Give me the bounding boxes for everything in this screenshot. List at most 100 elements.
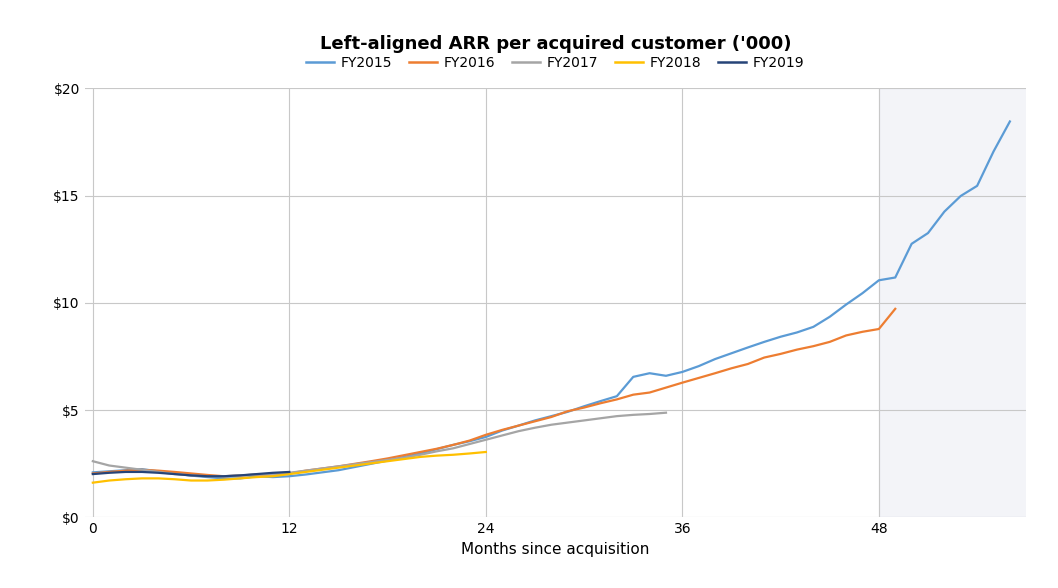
- FY2016: [168, 469, 181, 476]
- FY2016: [774, 350, 787, 358]
- FY2016: [790, 346, 803, 353]
- FY2016: [758, 354, 770, 361]
- FY2016: [676, 379, 689, 386]
- FY2016: [365, 457, 378, 465]
- Line: FY2016: FY2016: [93, 309, 895, 476]
- FY2015: [725, 350, 737, 357]
- FY2016: [807, 343, 820, 350]
- FY2016: [135, 466, 148, 473]
- FY2018: [446, 451, 459, 458]
- FY2017: [643, 410, 656, 417]
- FY2017: [135, 466, 148, 473]
- FY2016: [643, 389, 656, 396]
- FY2017: [545, 421, 558, 428]
- FY2018: [201, 477, 214, 484]
- FY2015: [348, 463, 361, 470]
- FY2018: [414, 453, 426, 460]
- FY2018: [282, 470, 295, 477]
- Legend: FY2015, FY2016, FY2017, FY2018, FY2019: FY2015, FY2016, FY2017, FY2018, FY2019: [300, 50, 810, 75]
- FY2016: [463, 437, 476, 444]
- FY2016: [610, 396, 623, 403]
- Title: Left-aligned ARR per acquired customer ('000): Left-aligned ARR per acquired customer (…: [320, 35, 791, 54]
- FY2018: [463, 450, 476, 457]
- FY2016: [595, 400, 607, 407]
- FY2017: [103, 462, 115, 469]
- FY2018: [299, 469, 312, 476]
- FY2015: [87, 469, 99, 476]
- FY2018: [315, 466, 328, 473]
- FY2018: [135, 475, 148, 482]
- Bar: [879, 88, 1042, 517]
- FY2015: [742, 344, 754, 351]
- FY2016: [840, 332, 853, 339]
- FY2018: [348, 462, 361, 469]
- FY2017: [595, 415, 607, 422]
- FY2017: [446, 445, 459, 452]
- FY2019: [201, 473, 214, 480]
- FY2017: [398, 455, 411, 462]
- FY2019: [120, 469, 132, 476]
- FY2018: [251, 473, 263, 480]
- FY2016: [414, 449, 426, 456]
- FY2017: [627, 412, 640, 419]
- FY2017: [87, 457, 99, 465]
- FY2016: [315, 465, 328, 472]
- FY2019: [135, 469, 148, 476]
- FY2017: [332, 463, 345, 470]
- FY2017: [267, 470, 279, 477]
- FY2018: [120, 476, 132, 483]
- Line: FY2018: FY2018: [93, 452, 486, 483]
- FY2016: [431, 445, 443, 452]
- FY2019: [234, 472, 247, 479]
- FY2018: [267, 473, 279, 480]
- FY2017: [152, 469, 165, 476]
- FY2016: [87, 470, 99, 477]
- FY2015: [496, 427, 509, 434]
- FY2017: [365, 459, 378, 466]
- FY2016: [201, 472, 214, 479]
- FY2019: [185, 472, 198, 479]
- FY2018: [103, 477, 115, 484]
- FY2018: [87, 479, 99, 486]
- FY2016: [120, 467, 132, 474]
- FY2016: [823, 338, 836, 345]
- FY2017: [348, 460, 361, 467]
- FY2017: [201, 473, 214, 480]
- FY2016: [709, 370, 722, 377]
- FY2016: [267, 471, 279, 478]
- FY2019: [103, 469, 115, 476]
- FY2016: [889, 305, 901, 312]
- FY2016: [578, 404, 590, 411]
- FY2019: [87, 470, 99, 477]
- FY2015: [120, 467, 132, 474]
- FY2016: [282, 470, 295, 477]
- FY2016: [512, 422, 525, 429]
- FY2017: [414, 451, 426, 458]
- FY2016: [627, 391, 640, 398]
- FY2016: [398, 452, 411, 459]
- X-axis label: Months since acquisition: Months since acquisition: [461, 542, 650, 557]
- FY2017: [381, 456, 394, 463]
- FY2017: [431, 448, 443, 455]
- FY2016: [545, 413, 558, 420]
- FY2016: [873, 326, 886, 333]
- FY2017: [512, 427, 525, 435]
- FY2019: [267, 469, 279, 476]
- Line: FY2017: FY2017: [93, 413, 665, 476]
- FY2017: [659, 409, 672, 416]
- FY2017: [234, 472, 247, 479]
- FY2016: [299, 467, 312, 474]
- FY2016: [152, 467, 165, 474]
- FY2017: [282, 469, 295, 476]
- FY2017: [562, 419, 574, 426]
- FY2017: [168, 470, 181, 477]
- FY2018: [398, 456, 411, 463]
- FY2018: [381, 457, 394, 465]
- FY2017: [218, 473, 231, 480]
- FY2015: [1004, 118, 1017, 125]
- FY2018: [168, 476, 181, 483]
- FY2018: [218, 476, 231, 483]
- FY2016: [479, 431, 492, 438]
- FY2017: [610, 413, 623, 420]
- FY2017: [185, 472, 198, 479]
